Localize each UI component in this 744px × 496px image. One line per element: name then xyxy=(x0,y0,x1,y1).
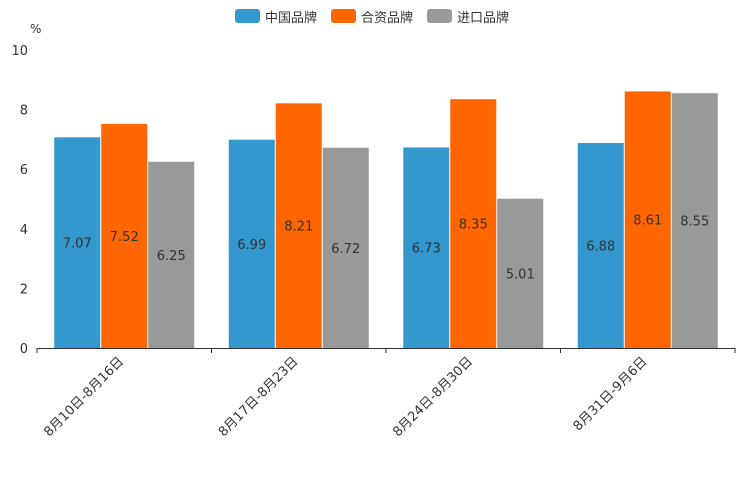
bar-value-label: 7.52 xyxy=(110,230,139,245)
bar[interactable] xyxy=(228,139,275,348)
y-tick-label: 10 xyxy=(11,44,28,59)
y-tick-label: 4 xyxy=(20,223,28,238)
bar-value-label: 8.61 xyxy=(633,214,662,229)
bar[interactable] xyxy=(54,137,101,348)
legend-item-import-brand[interactable]: 进口品牌 xyxy=(427,7,509,26)
bar-value-label: 7.07 xyxy=(63,237,92,252)
bar-value-label: 8.35 xyxy=(459,218,488,233)
x-axis: 8月10日-8月16日 8月17日-8月23日 8月24日-8月30日 8月31日-9… xyxy=(36,348,736,440)
bar[interactable] xyxy=(322,147,369,348)
bar-value-label: 6.25 xyxy=(157,249,186,264)
bar[interactable] xyxy=(148,161,195,348)
x-tick-label: 8月10日-8月16日 xyxy=(41,354,127,440)
bar[interactable] xyxy=(275,103,322,348)
y-axis: 0 2 4 6 8 10 xyxy=(11,44,28,357)
bar[interactable] xyxy=(671,93,718,349)
y-axis-unit: % xyxy=(30,22,42,36)
bar-value-label: 6.88 xyxy=(586,239,615,254)
legend-label: 合资品牌 xyxy=(360,10,413,26)
bar[interactable] xyxy=(624,91,671,348)
y-tick-label: 6 xyxy=(20,163,28,178)
bar-value-label: 6.99 xyxy=(237,238,266,253)
legend-item-china-brand[interactable]: 中国品牌 xyxy=(234,7,317,26)
bar[interactable] xyxy=(403,147,450,348)
y-tick-label: 2 xyxy=(20,282,28,297)
bar-value-label: 5.01 xyxy=(506,267,535,282)
bar-value-label: 6.72 xyxy=(331,242,360,257)
legend-swatch xyxy=(330,9,356,23)
bar[interactable] xyxy=(577,142,624,348)
legend-label: 进口品牌 xyxy=(457,10,510,26)
bar-value-label: 8.21 xyxy=(284,220,313,235)
legend-swatch xyxy=(234,9,260,23)
legend-item-joint-venture-brand[interactable]: 合资品牌 xyxy=(330,7,413,26)
bar-value-label: 6.73 xyxy=(412,242,441,257)
legend-swatch xyxy=(427,9,452,23)
bar-value-label: 8.55 xyxy=(680,215,709,230)
bar[interactable] xyxy=(497,198,544,348)
y-tick-label: 0 xyxy=(20,342,28,357)
legend-label: 中国品牌 xyxy=(264,10,317,26)
legend: 中国品牌 合资品牌 进口品牌 xyxy=(0,6,744,26)
x-tick-label: 8月24日-8月30日 xyxy=(390,354,476,440)
x-tick-label: 8月31日-9月6日 xyxy=(571,354,651,434)
x-tick-label: 8月17日-8月23日 xyxy=(216,354,302,440)
bar[interactable] xyxy=(450,99,497,348)
bars: 7.07 7.52 6.25 6.99 8.21 6.72 6.73 8.35 5.01 6.88… xyxy=(54,91,718,349)
y-tick-label: 8 xyxy=(20,104,28,119)
bar[interactable] xyxy=(101,123,148,349)
